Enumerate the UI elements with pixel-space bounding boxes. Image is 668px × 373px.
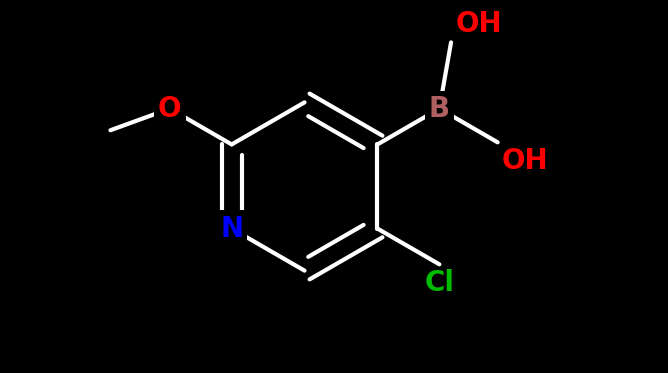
Text: OH: OH [456,10,502,38]
Text: N: N [220,214,243,242]
Text: OH: OH [502,147,548,175]
Text: B: B [429,95,450,123]
Text: Cl: Cl [424,269,454,297]
Text: O: O [158,95,182,123]
